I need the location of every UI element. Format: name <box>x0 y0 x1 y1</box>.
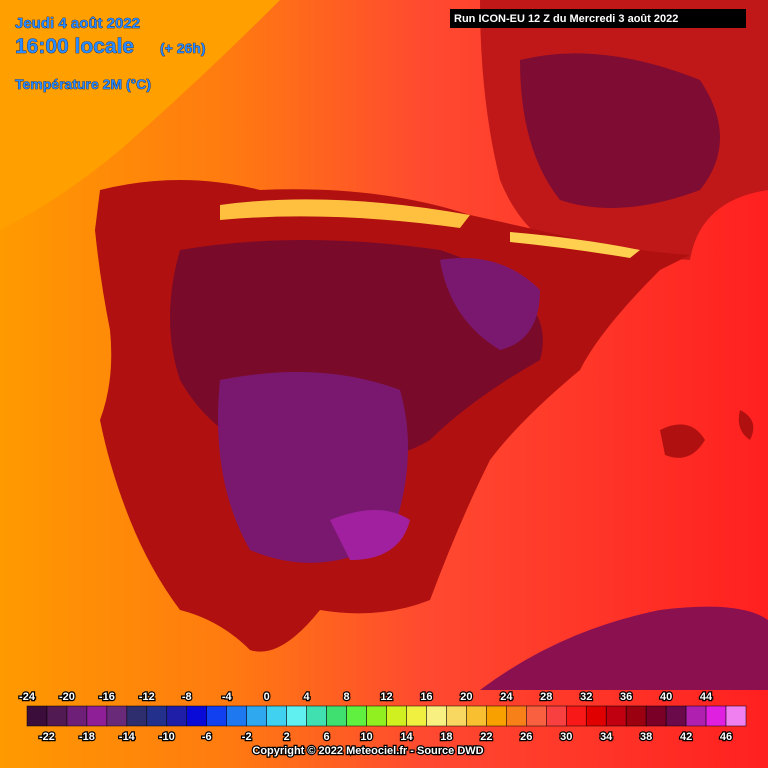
copyright: Copyright © 2022 Meteociel.fr - Source D… <box>252 745 483 757</box>
legend-swatch <box>585 705 607 727</box>
legend-swatch <box>546 705 567 727</box>
legend-label: 18 <box>440 731 452 743</box>
legend-swatch <box>366 705 387 727</box>
run-label: Run ICON-EU 12 Z du Mercredi 3 août 2022 <box>454 13 678 25</box>
legend-label: 26 <box>520 731 532 743</box>
balearic-island <box>738 410 754 440</box>
legend-label: -24 <box>19 691 36 703</box>
legend-swatch <box>246 705 267 727</box>
legend-swatch <box>66 705 88 727</box>
legend-swatch <box>86 705 108 727</box>
run-box <box>450 9 746 28</box>
legend-label: -8 <box>182 691 192 703</box>
legend-swatch <box>466 705 487 727</box>
legend-swatch <box>725 705 747 727</box>
legend-swatch <box>566 705 587 727</box>
legend-swatch <box>266 705 287 727</box>
ebro-heat <box>440 258 540 350</box>
legend-swatch <box>625 705 647 727</box>
legend-swatch <box>705 705 727 727</box>
legend-label: -14 <box>119 731 136 743</box>
legend-label: 2 <box>284 731 290 743</box>
legend-label: -2 <box>242 731 252 743</box>
legend-swatch <box>206 705 227 727</box>
legend-swatch <box>186 705 207 727</box>
africa-land <box>480 606 768 690</box>
legend-label: 40 <box>660 691 672 703</box>
legend-label: -4 <box>222 691 233 703</box>
legend-swatch <box>306 705 327 727</box>
france-hot <box>520 53 720 209</box>
legend-label: 20 <box>460 691 472 703</box>
legend-swatch <box>226 705 247 727</box>
legend-swatch <box>26 705 48 727</box>
legend-swatch <box>665 705 687 727</box>
legend-swatch <box>346 705 367 727</box>
legend-swatch <box>685 705 707 727</box>
peak-heat <box>330 510 410 560</box>
legend-label: -20 <box>59 691 75 703</box>
legend-swatch <box>526 705 547 727</box>
legend-label: 8 <box>343 691 349 703</box>
legend-label: 30 <box>560 731 572 743</box>
legend-swatch <box>126 705 148 727</box>
legend-label: 38 <box>640 731 652 743</box>
legend-label: 32 <box>580 691 592 703</box>
legend-label: 6 <box>324 731 330 743</box>
legend-label: 24 <box>500 691 513 703</box>
pyrenees-cool <box>510 232 640 258</box>
legend-swatch <box>446 705 467 727</box>
legend-swatch <box>605 705 627 727</box>
legend-label: 22 <box>480 731 492 743</box>
legend-swatch <box>46 705 68 727</box>
parameter-label: Température 2M (°C) <box>15 76 151 92</box>
legend-label: 12 <box>380 691 392 703</box>
color-legend: -24-22-20-18-16-14-12-10-8-6-4-202468101… <box>18 690 747 744</box>
legend-label: -10 <box>159 731 175 743</box>
date-label: Jeudi 4 août 2022 <box>15 15 140 32</box>
legend-label: 36 <box>620 691 632 703</box>
legend-swatch <box>426 705 447 727</box>
legend-swatch <box>506 705 527 727</box>
time-label: 16:00 locale <box>15 35 134 58</box>
legend-swatch <box>106 705 128 727</box>
legend-swatch <box>326 705 347 727</box>
legend-label: 28 <box>540 691 552 703</box>
legend-label: -16 <box>99 691 115 703</box>
balearic-island <box>660 424 705 458</box>
cantabrian-cool <box>220 199 470 228</box>
legend-label: 14 <box>400 731 413 743</box>
legend-swatch <box>166 705 188 727</box>
legend-label: 10 <box>360 731 372 743</box>
legend-label: 34 <box>600 731 613 743</box>
legend-label: -12 <box>139 691 155 703</box>
legend-swatch <box>406 705 427 727</box>
legend-label: 44 <box>700 691 713 703</box>
legend-label: -6 <box>202 731 212 743</box>
legend-swatch <box>645 705 667 727</box>
legend-swatch <box>486 705 507 727</box>
legend-label: 0 <box>264 691 270 703</box>
legend-label: -22 <box>39 731 55 743</box>
legend-swatch <box>146 705 168 727</box>
legend-swatch <box>286 705 307 727</box>
legend-label: 16 <box>420 691 432 703</box>
lead-label: (+ 26h) <box>160 40 206 56</box>
legend-label: 46 <box>720 731 732 743</box>
legend-label: 4 <box>304 691 311 703</box>
legend-label: -18 <box>79 731 95 743</box>
legend-label: 42 <box>680 731 692 743</box>
legend-swatch <box>386 705 407 727</box>
cool-sea <box>0 0 280 230</box>
